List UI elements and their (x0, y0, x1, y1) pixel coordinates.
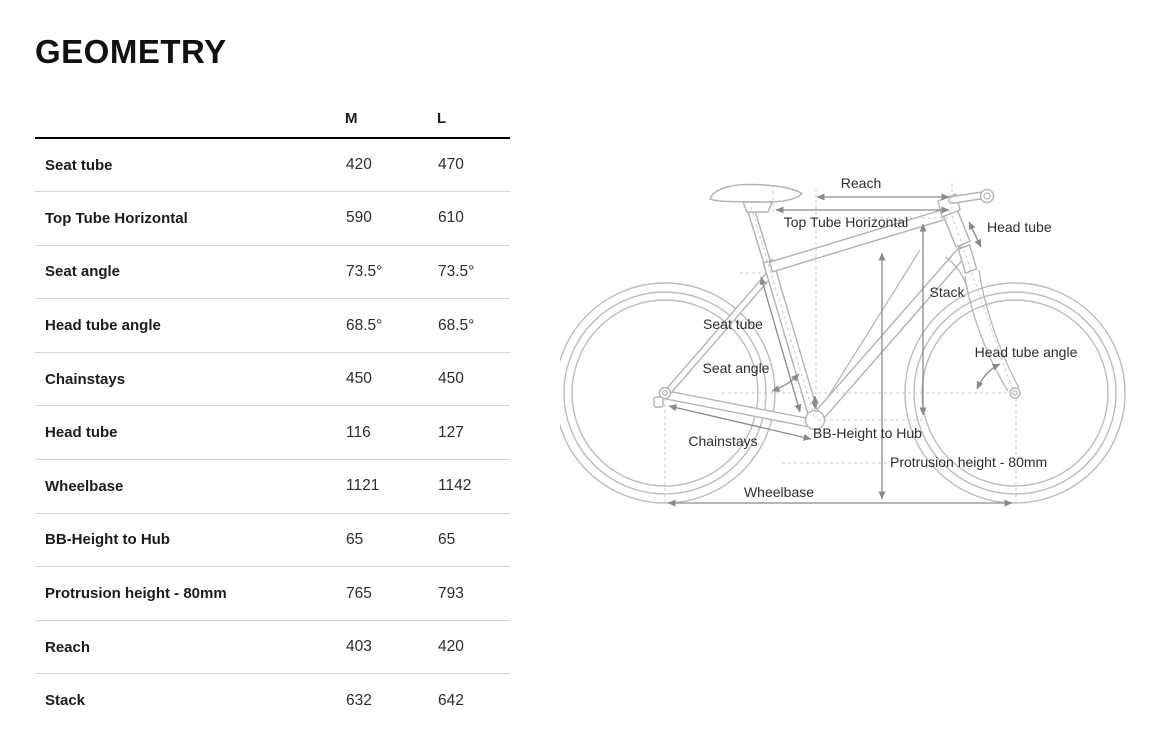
row-value-l: 420 (438, 638, 464, 656)
row-value-m: 765 (346, 584, 372, 602)
row-value-l: 127 (438, 423, 464, 441)
row-label: Chainstays (45, 370, 126, 388)
chainstays-label: Chainstays (688, 433, 757, 449)
fork-leg-outer (978, 269, 1020, 389)
row-value-m: 68.5° (346, 316, 383, 334)
table-row: Protrusion height - 80mm 765 793 (35, 567, 510, 621)
table-row: Stack 632 642 (35, 674, 510, 728)
wheelbase-label: Wheelbase (744, 484, 814, 500)
row-label: BB-Height to Hub (45, 531, 170, 549)
row-value-m: 632 (346, 691, 372, 709)
diagram-labels: Reach Top Tube Horizontal Head tube Stac… (688, 175, 1077, 500)
row-label: Head tube (45, 424, 118, 442)
head-tube-angle-label: Head tube angle (975, 344, 1078, 360)
top-tube-horizontal-label: Top Tube Horizontal (784, 214, 909, 230)
table-row: Chainstays 450 450 (35, 352, 510, 406)
row-value-l: 470 (438, 156, 464, 174)
table-row: Reach 403 420 (35, 620, 510, 674)
row-label: Head tube angle (45, 317, 161, 335)
header-spacer (35, 84, 345, 138)
row-value-l: 450 (438, 370, 464, 388)
row-value-l: 642 (438, 691, 464, 709)
head-tube-arrow (968, 221, 982, 248)
row-value-m: 590 (346, 209, 372, 227)
saddle-clamp (742, 201, 773, 213)
fork-crown (957, 244, 978, 274)
row-value-l: 65 (438, 530, 456, 548)
saddle (709, 183, 803, 203)
column-header-m: M (345, 110, 358, 127)
table-row: Wheelbase 1121 1142 (35, 460, 510, 514)
row-value-l: 68.5° (438, 316, 475, 334)
row-label: Protrusion height - 80mm (45, 585, 227, 603)
grip-ring-inner (983, 192, 991, 200)
row-value-m: 65 (346, 530, 364, 548)
frame-gusset-line (815, 249, 921, 417)
reach-label: Reach (841, 175, 881, 191)
row-value-l: 1142 (438, 477, 472, 495)
chainstays-arrow (668, 404, 812, 441)
table-header-row: M L (35, 84, 510, 138)
head-tube-angle-arc (976, 363, 1001, 390)
seat-tube-label: Seat tube (703, 316, 763, 332)
row-value-m: 116 (346, 423, 371, 441)
table-row: Top Tube Horizontal 590 610 (35, 192, 510, 246)
row-label: Wheelbase (45, 477, 124, 495)
geometry-table-body: Seat tube 420 470 Top Tube Horizontal 590 610… (35, 138, 510, 728)
row-value-m: 73.5° (346, 262, 383, 280)
row-value-m: 420 (346, 156, 372, 174)
rear-axle-inner (661, 390, 668, 397)
geometry-table: M L Seat tube 420 470 Top Tube Horizontal 59… (35, 84, 510, 728)
seat-angle-arc (771, 373, 800, 392)
seat-angle-label: Seat angle (703, 360, 770, 376)
bb-height-to-hub-label: BB-Height to Hub (813, 425, 922, 441)
rear-derailleur (653, 396, 664, 408)
row-label: Stack (45, 692, 86, 710)
row-value-l: 73.5° (438, 262, 475, 280)
down-tube-shape (812, 245, 969, 423)
row-value-m: 450 (346, 370, 372, 388)
row-value-l: 793 (438, 584, 464, 602)
column-header-l: L (437, 110, 447, 127)
row-value-l: 610 (438, 209, 464, 227)
row-label: Seat tube (45, 156, 113, 174)
table-row: Seat tube 420 470 (35, 138, 510, 192)
row-label: Seat angle (45, 263, 121, 281)
table-row: Seat angle 73.5° 73.5° (35, 245, 510, 299)
handlebar-inner (949, 192, 987, 203)
grip-ring (979, 188, 995, 204)
head-tube-label: Head tube (987, 219, 1052, 235)
row-label: Top Tube Horizontal (45, 209, 188, 227)
front-axle-inner (1012, 390, 1018, 396)
steering-axis (949, 209, 1013, 389)
table-row: Head tube angle 68.5° 68.5° (35, 299, 510, 353)
frame-fairing-curve (944, 256, 969, 291)
protrusion-height-label: Protrusion height - 80mm (890, 454, 1047, 470)
table-row: BB-Height to Hub 65 65 (35, 513, 510, 567)
row-label: Reach (45, 638, 91, 656)
row-value-m: 1121 (346, 477, 380, 495)
table-row: Head tube 116 127 (35, 406, 510, 460)
dimension-arrows (667, 193, 1013, 507)
stack-label: Stack (929, 284, 965, 300)
bike-geometry-diagram: Reach Top Tube Horizontal Head tube Stac… (560, 175, 1126, 507)
row-value-m: 403 (346, 638, 372, 656)
page-title: GEOMETRY (35, 33, 227, 70)
